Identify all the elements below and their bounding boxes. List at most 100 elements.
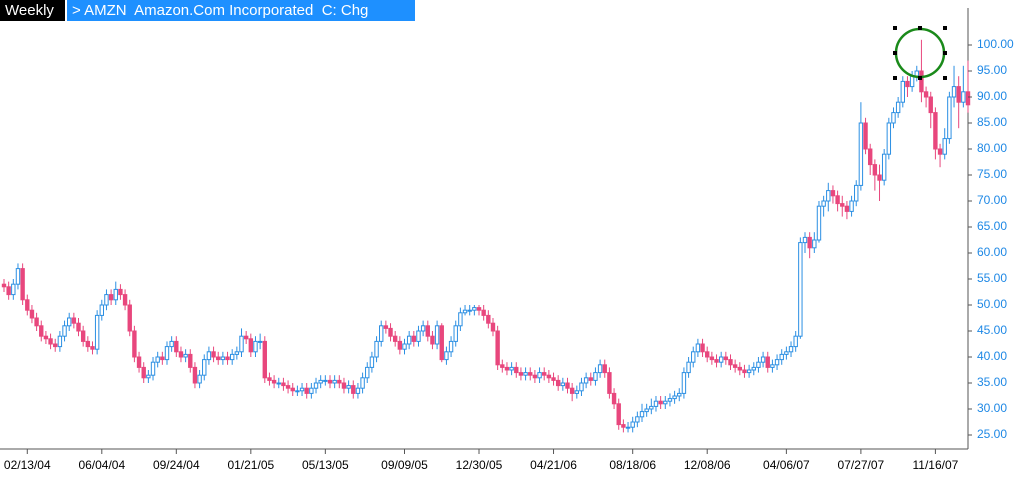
candle-body bbox=[243, 335, 249, 340]
candle-body bbox=[271, 379, 277, 384]
selection-handles bbox=[893, 26, 947, 80]
candle-body bbox=[681, 372, 687, 394]
candle-body bbox=[709, 356, 715, 361]
candle-body bbox=[705, 351, 710, 358]
candle-body bbox=[132, 330, 137, 358]
candle-body bbox=[178, 351, 184, 358]
y-tick-label: 35.00 bbox=[977, 375, 1007, 389]
candle-body bbox=[411, 335, 417, 342]
candle-body bbox=[700, 343, 705, 353]
candle-body bbox=[365, 366, 370, 379]
y-tick-label: 45.00 bbox=[977, 323, 1007, 337]
candle-body bbox=[565, 382, 570, 389]
candle-body bbox=[6, 286, 11, 296]
candle-body bbox=[220, 356, 226, 361]
y-tick-label: 70.00 bbox=[977, 193, 1007, 207]
candle-body bbox=[1, 283, 7, 288]
candle-body bbox=[439, 325, 444, 361]
candle-body bbox=[355, 387, 361, 394]
candle-body bbox=[486, 314, 491, 324]
candle-body bbox=[392, 335, 398, 342]
candle-body bbox=[714, 359, 719, 363]
y-tick-label: 65.00 bbox=[977, 219, 1007, 233]
x-tick-label: 12/08/06 bbox=[684, 458, 731, 472]
candle-body bbox=[909, 75, 915, 88]
candle-body bbox=[118, 288, 123, 296]
candle-body bbox=[490, 322, 496, 332]
candle-body bbox=[113, 288, 118, 301]
candle-body bbox=[420, 325, 426, 332]
candle-body bbox=[951, 86, 957, 98]
candle-body bbox=[928, 96, 933, 114]
candle-body bbox=[649, 405, 654, 410]
title-box bbox=[67, 0, 415, 21]
candle-body bbox=[379, 325, 384, 342]
candle-body bbox=[453, 325, 458, 342]
y-tick-label: 85.00 bbox=[977, 115, 1007, 129]
candle-body bbox=[164, 346, 170, 361]
annotation-circle[interactable] bbox=[894, 27, 946, 79]
candle-body bbox=[597, 364, 603, 374]
candle-body bbox=[500, 364, 505, 368]
candle-body bbox=[281, 382, 286, 387]
candle-body bbox=[383, 325, 389, 329]
candle-body bbox=[346, 385, 351, 389]
candle-body bbox=[458, 312, 463, 327]
candle-body bbox=[919, 70, 924, 93]
candle-body bbox=[742, 369, 747, 374]
candle-body bbox=[188, 353, 193, 368]
x-tick-label: 08/18/06 bbox=[609, 458, 656, 472]
candle-body bbox=[732, 364, 738, 368]
candle-body bbox=[397, 340, 403, 350]
candle-body bbox=[34, 317, 39, 327]
candle-body bbox=[807, 236, 812, 249]
candle-body bbox=[653, 400, 659, 407]
y-tick-label: 80.00 bbox=[977, 141, 1007, 155]
y-tick-label: 95.00 bbox=[977, 63, 1007, 77]
x-tick-label: 04/06/07 bbox=[763, 458, 810, 472]
candle-body bbox=[937, 148, 943, 155]
candle-body bbox=[337, 379, 342, 384]
candle-body bbox=[639, 411, 645, 418]
candle-body bbox=[635, 416, 640, 423]
y-tick-label: 55.00 bbox=[977, 271, 1007, 285]
plot-area bbox=[1, 39, 971, 433]
candle-body bbox=[430, 335, 435, 345]
candle-body bbox=[197, 374, 202, 384]
candle-body bbox=[416, 330, 421, 342]
candle-body bbox=[304, 387, 309, 394]
candle-body bbox=[267, 377, 272, 381]
candle-body bbox=[751, 366, 756, 371]
candle-body bbox=[229, 353, 235, 361]
candle-body bbox=[895, 101, 901, 114]
candle-body bbox=[546, 374, 552, 379]
candle-body bbox=[90, 346, 95, 350]
candle-body bbox=[509, 366, 514, 371]
candle-body bbox=[784, 351, 789, 355]
candle-body bbox=[835, 195, 840, 205]
y-tick-label: 50.00 bbox=[977, 297, 1007, 311]
candle-body bbox=[905, 80, 910, 88]
candle-body bbox=[234, 351, 240, 355]
candle-body bbox=[695, 343, 701, 353]
candle-body bbox=[849, 200, 854, 212]
candle-body bbox=[313, 382, 319, 389]
candle-body bbox=[746, 369, 752, 374]
candle-body bbox=[369, 356, 375, 368]
candle-body bbox=[211, 351, 216, 358]
candle-body bbox=[854, 184, 859, 202]
candle-body bbox=[863, 122, 868, 150]
x-tick-label: 12/30/05 bbox=[456, 458, 503, 472]
y-tick-label: 90.00 bbox=[977, 89, 1007, 103]
candle-body bbox=[285, 385, 291, 389]
candle-body bbox=[462, 309, 468, 314]
y-tick-label: 60.00 bbox=[977, 245, 1007, 259]
candle-body bbox=[621, 424, 626, 428]
candle-body bbox=[169, 340, 174, 348]
candle-body bbox=[877, 174, 882, 181]
candle-body bbox=[616, 403, 621, 426]
candle-body bbox=[663, 400, 668, 405]
candle-body bbox=[793, 335, 798, 348]
candle-body bbox=[872, 164, 878, 176]
